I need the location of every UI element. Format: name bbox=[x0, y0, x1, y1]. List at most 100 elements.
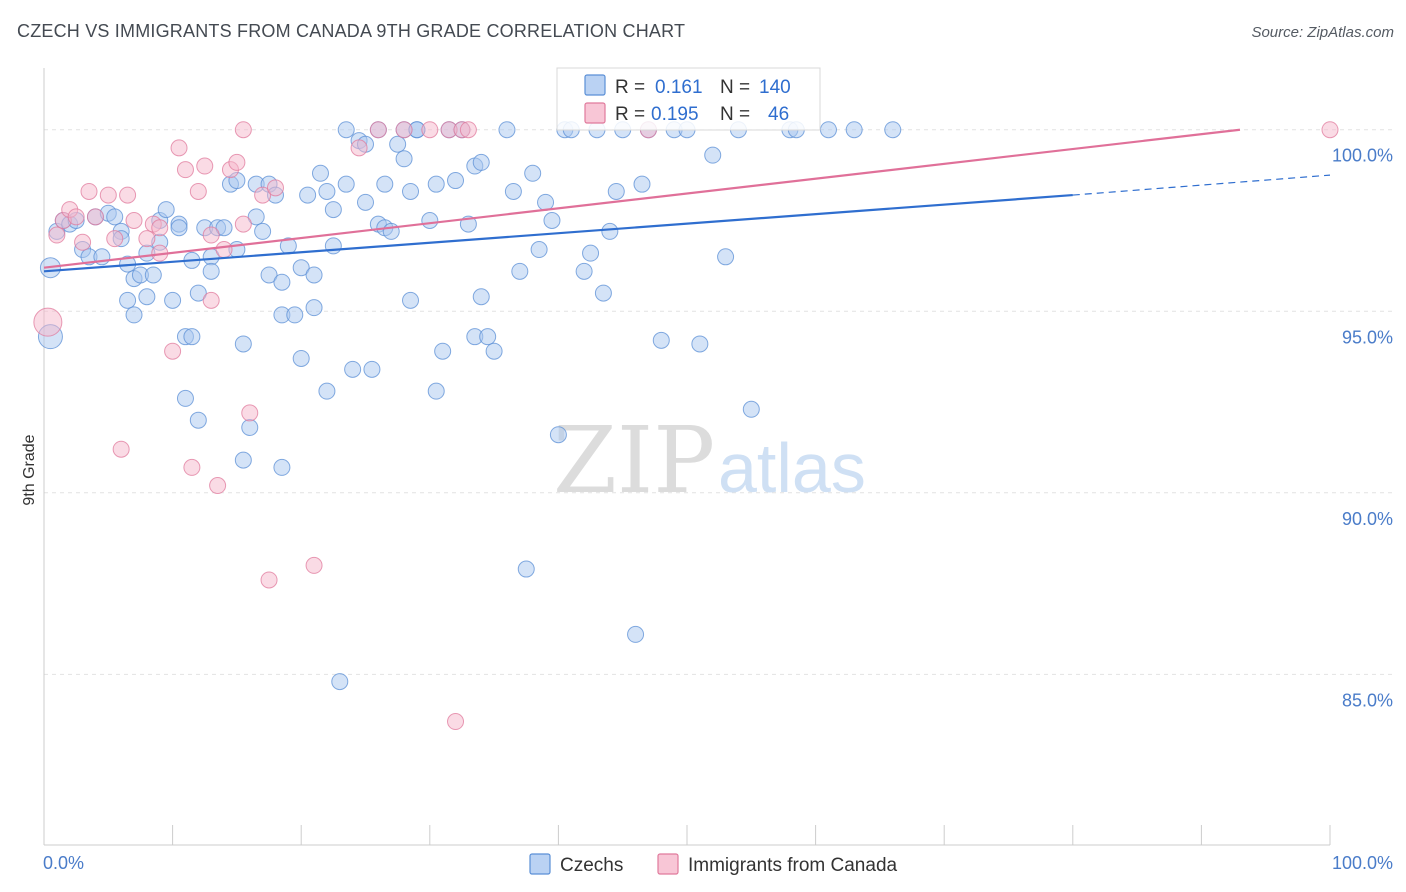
canada-point bbox=[209, 477, 227, 495]
stats-n-label-czechs: N = bbox=[720, 77, 750, 98]
czechs-point bbox=[189, 284, 207, 302]
czechs-point bbox=[234, 451, 252, 469]
stats-n-label-canada: N = bbox=[720, 104, 750, 125]
legend: Czechs Immigrants from Canada bbox=[529, 853, 898, 876]
canada-point bbox=[395, 121, 413, 139]
czechs-point bbox=[357, 193, 374, 211]
czechs-point bbox=[717, 248, 735, 266]
czechs-point bbox=[543, 211, 561, 229]
czechs-point bbox=[652, 331, 670, 349]
czechs-point bbox=[234, 335, 252, 353]
czechs-point bbox=[331, 673, 349, 691]
czechs-point bbox=[273, 273, 291, 291]
y-tick-labels: 100.0% 95.0% 90.0% 85.0% bbox=[1332, 146, 1393, 711]
canada-point bbox=[369, 121, 387, 139]
canada-point bbox=[119, 186, 137, 204]
stats-r-value-czechs: 0.161 bbox=[655, 77, 703, 98]
czechs-point bbox=[504, 182, 522, 200]
czechs-point bbox=[517, 560, 535, 578]
watermark-zip: ZIP bbox=[553, 407, 715, 514]
chart-source: Source: ZipAtlas.com bbox=[1251, 24, 1394, 41]
canada-point bbox=[228, 153, 246, 171]
y-tick-label: 90.0% bbox=[1342, 509, 1393, 529]
czechs-point bbox=[106, 208, 124, 226]
y-tick-label: 100.0% bbox=[1332, 146, 1393, 166]
canada-point bbox=[151, 219, 169, 237]
czechs-point bbox=[498, 121, 516, 139]
chart-title: CZECH VS IMMIGRANTS FROM CANADA 9TH GRAD… bbox=[17, 21, 686, 41]
czechs-point bbox=[125, 306, 143, 324]
czechs-point bbox=[742, 400, 760, 418]
czechs-point bbox=[395, 150, 413, 168]
legend-label-czechs: Czechs bbox=[560, 855, 623, 876]
czechs-point bbox=[382, 222, 400, 240]
czechs-point bbox=[344, 360, 362, 378]
czechs-point bbox=[299, 186, 317, 204]
czechs-point bbox=[447, 172, 465, 190]
legend-swatch-canada bbox=[657, 853, 679, 875]
czechs-point bbox=[189, 411, 207, 429]
czechs-point bbox=[607, 182, 625, 200]
canada-point bbox=[202, 226, 220, 244]
czechs-point bbox=[582, 244, 600, 262]
canada-point bbox=[86, 208, 104, 226]
canada-point bbox=[196, 157, 214, 175]
watermark: ZIP atlas bbox=[553, 407, 866, 514]
x-tick-label-min: 0.0% bbox=[43, 853, 84, 873]
stats-swatch-czechs bbox=[584, 74, 606, 96]
canada-point bbox=[33, 307, 63, 337]
czechs-point bbox=[318, 382, 336, 400]
y-axis-title: 9th Grade bbox=[21, 434, 38, 505]
stats-n-value-canada: 46 bbox=[768, 104, 789, 125]
czechs-point bbox=[324, 201, 342, 219]
canada-point bbox=[125, 211, 143, 229]
czechs-point bbox=[260, 266, 278, 284]
czechs-point bbox=[402, 182, 420, 200]
canada-point bbox=[350, 139, 368, 157]
canada-point bbox=[305, 556, 323, 574]
czechs-point bbox=[485, 342, 503, 360]
legend-label-canada: Immigrants from Canada bbox=[688, 855, 898, 876]
canada-point bbox=[176, 161, 194, 179]
canada-point bbox=[67, 208, 85, 226]
czechs-point bbox=[183, 328, 201, 346]
czechs-point bbox=[176, 389, 194, 407]
canada-point bbox=[202, 291, 220, 309]
canada-point bbox=[254, 186, 272, 204]
czechs-point bbox=[691, 335, 709, 353]
czechs-point bbox=[472, 288, 490, 306]
canada-point bbox=[48, 226, 66, 244]
canada-point bbox=[112, 440, 130, 458]
czechs-point bbox=[157, 201, 175, 219]
y-tick-label: 95.0% bbox=[1342, 327, 1393, 347]
canada-point bbox=[421, 121, 439, 139]
czechs-point bbox=[363, 360, 381, 378]
czechs-point bbox=[215, 219, 233, 237]
canada-point bbox=[260, 571, 278, 589]
legend-swatch-czechs bbox=[529, 853, 551, 875]
czechs-point bbox=[594, 284, 612, 302]
czechs-point bbox=[324, 237, 342, 255]
czechs-point bbox=[337, 121, 355, 139]
czechs-point bbox=[601, 222, 619, 240]
czechs-point bbox=[202, 262, 220, 280]
czechs-point bbox=[292, 349, 310, 367]
canada-point bbox=[459, 121, 477, 139]
czechs-point bbox=[427, 175, 445, 193]
canada-point bbox=[99, 186, 117, 204]
czechs-point bbox=[164, 291, 182, 309]
czechs-point bbox=[292, 259, 310, 277]
czechs-point bbox=[170, 219, 188, 237]
czechs-point bbox=[241, 418, 259, 436]
czechs-point bbox=[273, 458, 291, 476]
czechs-point bbox=[254, 222, 272, 240]
series-czechs-points bbox=[37, 121, 902, 691]
czechs-point bbox=[549, 426, 567, 444]
czechs-point bbox=[479, 328, 497, 346]
czechs-point bbox=[530, 241, 548, 259]
czechs-point bbox=[472, 153, 490, 171]
canada-point bbox=[234, 121, 252, 139]
czechs-point bbox=[138, 288, 156, 306]
canada-point bbox=[1321, 121, 1339, 139]
